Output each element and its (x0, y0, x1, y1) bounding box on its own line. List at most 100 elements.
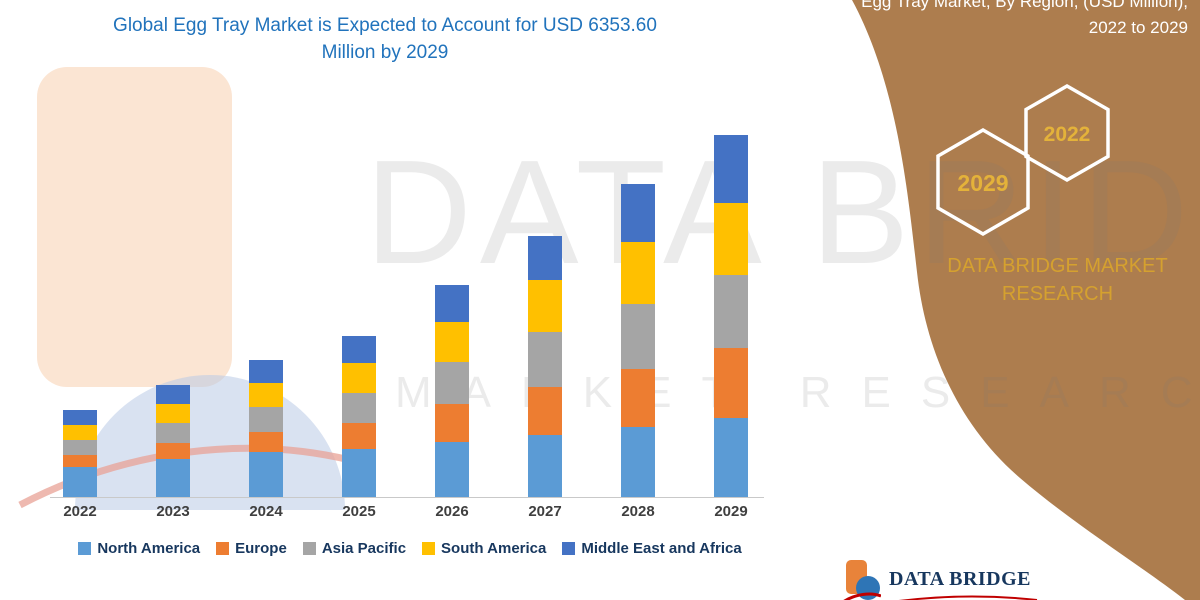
bar-segment-middle-east-and-africa (156, 385, 190, 404)
bar-chart-plot-area: 2022 2023 2024 2025 2026 2027 2028 2029 (58, 135, 753, 526)
panel-brand-text: DATA BRIDGE MARKET RESEARCH (915, 252, 1200, 308)
x-axis-label: 2023 (156, 503, 190, 520)
legend-item: Middle East and Africa (562, 540, 742, 557)
bar-segment-south-america (342, 363, 376, 393)
bar-segment-middle-east-and-africa (63, 410, 97, 425)
legend-label: Middle East and Africa (581, 540, 742, 557)
legend-label: South America (441, 540, 547, 557)
legend-swatch (562, 542, 576, 555)
panel-brand-line2: RESEARCH (1001, 283, 1114, 305)
chart-legend: North America Europe Asia Pacific South Ame… (30, 540, 790, 557)
x-axis-label: 2026 (435, 503, 469, 520)
bar-segment-north-america (342, 449, 376, 497)
x-axis-label: 2028 (621, 503, 655, 520)
x-axis-label: 2024 (249, 503, 283, 520)
side-panel-top-text: Egg Tray Market, By Region, (USD Million… (861, 0, 1188, 41)
bar-segment-europe (342, 423, 376, 449)
legend-swatch (422, 542, 436, 555)
bar-segment-asia-pacific (714, 275, 748, 348)
chart-title: Global Egg Tray Market is Expected to Ac… (55, 12, 715, 66)
x-axis-label: 2027 (528, 503, 562, 520)
bar-segment-middle-east-and-africa (714, 135, 748, 203)
bar-segment-north-america (156, 459, 190, 497)
bar-segment-asia-pacific (342, 393, 376, 423)
bar-segment-south-america (528, 280, 562, 332)
bar-column: 2022 (58, 135, 102, 526)
bar-column: 2024 (244, 135, 288, 526)
bar-segment-south-america (249, 383, 283, 407)
bar-segment-south-america (63, 425, 97, 440)
bar-segment-europe (528, 387, 562, 435)
legend-swatch (216, 542, 230, 555)
legend-swatch (78, 542, 92, 555)
x-axis-line (50, 497, 764, 498)
chart-title-line1: Global Egg Tray Market is Expected to Ac… (113, 15, 657, 36)
panel-brand-line1: DATA BRIDGE MARKET (947, 255, 1168, 277)
bar-segment-middle-east-and-africa (249, 360, 283, 383)
x-axis-label: 2025 (342, 503, 376, 520)
legend-label: Europe (235, 540, 287, 557)
footer-brand-text: DATA BRIDGE (889, 568, 1032, 590)
bar-segment-europe (249, 432, 283, 452)
bar-stack (156, 135, 190, 497)
hexagon-2022-year: 2022 (1044, 123, 1091, 146)
bar-stack (714, 135, 748, 497)
bar-segment-north-america (621, 427, 655, 497)
hexagon-2029-year: 2029 (957, 170, 1008, 196)
bar-stack (63, 135, 97, 497)
bar-segment-europe (63, 455, 97, 467)
bar-segment-asia-pacific (435, 362, 469, 404)
bar-segment-middle-east-and-africa (342, 336, 376, 363)
bar-stack (342, 135, 376, 497)
bar-segment-north-america (528, 435, 562, 497)
bar-stack (435, 135, 469, 497)
footer-brand-block: DATA BRIDGE (889, 558, 1039, 600)
bar-segment-europe (621, 369, 655, 427)
legend-item: Asia Pacific (302, 540, 407, 557)
bar-segment-north-america (249, 452, 283, 497)
legend-item: South America (422, 540, 546, 557)
bar-column: 2028 (616, 135, 660, 526)
legend-item: Europe (216, 540, 287, 557)
bar-segment-south-america (714, 203, 748, 275)
bar-segment-europe (156, 443, 190, 459)
bar-segment-middle-east-and-africa (621, 184, 655, 242)
bar-stack (621, 135, 655, 497)
year-hexagons: 2022 2029 (936, 83, 1110, 237)
bar-segment-north-america (435, 442, 469, 497)
x-axis-label: 2022 (63, 503, 97, 520)
bar-column: 2023 (151, 135, 195, 526)
bar-column: 2029 (709, 135, 753, 526)
footer-red-swoosh (898, 595, 1038, 600)
bar-stack (249, 135, 283, 497)
bar-segment-asia-pacific (249, 407, 283, 432)
x-axis-label: 2029 (714, 503, 748, 520)
bar-segment-middle-east-and-africa (435, 285, 469, 322)
bar-segment-south-america (435, 322, 469, 362)
bar-segment-south-america (621, 242, 655, 304)
legend-item: North America (78, 540, 200, 557)
bar-segment-europe (435, 404, 469, 442)
bar-segment-asia-pacific (528, 332, 562, 387)
bar-segment-south-america (156, 404, 190, 423)
bar-segment-europe (714, 348, 748, 418)
bar-stack (528, 135, 562, 497)
bar-segment-north-america (714, 418, 748, 497)
bar-segment-asia-pacific (63, 440, 97, 455)
legend-swatch (302, 542, 316, 555)
bar-column: 2026 (430, 135, 474, 526)
legend-label: North America (97, 540, 201, 557)
bar-column: 2027 (523, 135, 567, 526)
bar-segment-middle-east-and-africa (528, 236, 562, 280)
bar-column: 2025 (337, 135, 381, 526)
side-panel-period-text: 2022 to 2029 (1088, 18, 1188, 37)
bar-segment-north-america (63, 467, 97, 497)
watermark-logo-square (37, 67, 232, 387)
bar-segment-asia-pacific (621, 304, 655, 369)
chart-title-line2: Million by 2029 (321, 42, 449, 63)
bar-segment-asia-pacific (156, 423, 190, 443)
side-panel-top-partial-line: Egg Tray Market, By Region, (USD Million… (861, 0, 1188, 11)
legend-label: Asia Pacific (321, 540, 407, 557)
footer-logo: DATA BRIDGE (843, 558, 1039, 600)
